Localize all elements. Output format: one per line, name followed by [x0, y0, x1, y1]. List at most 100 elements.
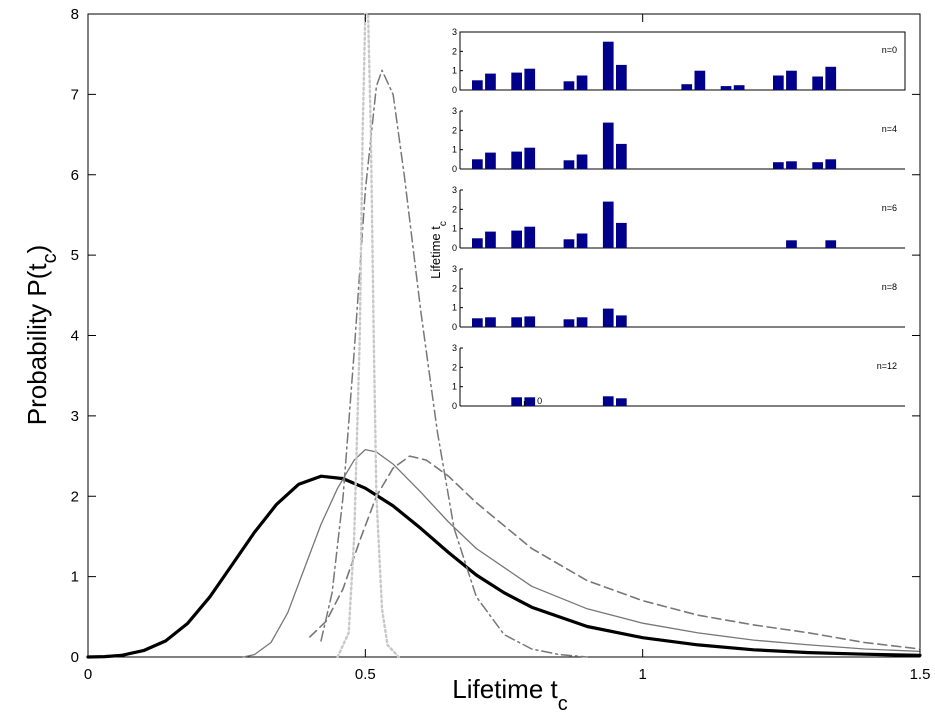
- inset-bar: [602, 308, 614, 327]
- main-y-tick-label: 5: [71, 247, 79, 264]
- inset-y-tick-label: 2: [452, 283, 457, 293]
- inset-y-tick-label: 0: [452, 85, 457, 95]
- inset-panel-label: n=6: [882, 203, 897, 213]
- inset-bar: [602, 201, 614, 248]
- inset-y-tick-label: 3: [452, 264, 457, 274]
- inset-y-axis-label: Lifetime tc: [428, 221, 449, 279]
- inset-bar: [773, 75, 784, 90]
- inset-y-tick-label: 1: [452, 145, 457, 155]
- inset-bar: [472, 238, 483, 248]
- inset-panel-n=12: 0 1 2 3 n=12 0: [452, 343, 905, 411]
- inset-y-tick-label: 3: [452, 106, 457, 116]
- inset-bar: [825, 66, 837, 90]
- inset-bar: [786, 70, 797, 90]
- inset-bar: [825, 240, 837, 248]
- inset-bar: [616, 315, 627, 327]
- inset-bar: [576, 317, 588, 327]
- inset-bar: [773, 162, 784, 169]
- main-y-axis-label: Probability P(tc): [22, 245, 61, 426]
- inset-bar: [733, 85, 745, 90]
- main-plot-frame: [87, 13, 921, 658]
- main-y-tick-label: 3: [71, 408, 79, 425]
- inset-bar: [524, 397, 536, 406]
- inset-y-tick-label: 1: [452, 303, 457, 313]
- main-y-tick-label: 0: [71, 649, 79, 666]
- main-y-tick-label: 2: [71, 488, 79, 505]
- inset-bar: [786, 240, 797, 248]
- inset-bar: [485, 317, 496, 327]
- inset-panel-n=8: 0 1 2 3 n=8: [452, 264, 905, 332]
- main-y-tick-label: 4: [71, 328, 79, 345]
- inset-panel-label: n=0: [882, 45, 897, 55]
- inset-y-tick-label: 0: [452, 322, 457, 332]
- inset-bar-chart: 0 1 2 3 n=0 0 1 2 3 n=4 0 1 2 3 n=6 0 1 2 3 n=8 0 1 2 3 n=12 0: [452, 27, 906, 411]
- inset-y-axis-label-subscript: c: [438, 221, 449, 226]
- main-y-tick-label: 8: [71, 6, 79, 23]
- inset-bar: [472, 318, 483, 327]
- main-series-group: [86, 12, 922, 659]
- inset-bar: [720, 86, 732, 90]
- main-series-line-dotted: [336, 12, 400, 659]
- inset-bar: [576, 233, 588, 248]
- inset-bar: [681, 84, 693, 90]
- main-x-tick-label: 1.5: [910, 666, 931, 683]
- inset-y-tick-label: 0: [452, 401, 457, 411]
- main-x-axis-label-text: Lifetime t: [452, 674, 558, 704]
- inset-y-tick-label: 1: [452, 224, 457, 234]
- main-x-axis-label: Lifetime tc: [452, 674, 568, 715]
- inset-panel-label: n=4: [882, 124, 897, 134]
- inset-bar: [524, 226, 536, 248]
- inset-bar: [485, 73, 496, 90]
- main-y-tick-label: 6: [71, 167, 79, 184]
- inset-bar: [825, 159, 837, 169]
- main-series-line-dash-dot: [320, 69, 588, 658]
- inset-panel-label: n=8: [882, 282, 897, 292]
- inset-y-tick-label: 0: [452, 164, 457, 174]
- main-series-line-thin-solid: [242, 448, 921, 658]
- main-ticks-group: 0 0.5 1 1.5 0 1 2 3 4 5 6 7 8: [71, 6, 931, 683]
- inset-bar: [485, 152, 496, 169]
- main-x-tick-label: 1: [638, 666, 646, 683]
- main-series-line-dashed: [309, 455, 921, 650]
- inset-bar: [576, 75, 588, 90]
- inset-bar: [524, 147, 536, 169]
- inset-bar: [602, 396, 614, 406]
- inset-bar: [694, 70, 706, 90]
- inset-bar: [524, 68, 536, 90]
- inset-bar: [616, 398, 627, 406]
- inset-y-tick-label: 2: [452, 46, 457, 56]
- inset-y-tick-label: 2: [452, 125, 457, 135]
- inset-bar: [472, 80, 483, 90]
- inset-bar: [616, 222, 627, 248]
- inset-bar: [563, 319, 575, 327]
- main-y-tick-label: 1: [71, 569, 79, 586]
- main-series-line-thick-solid: [86, 474, 922, 659]
- main-x-tick-label: 0: [84, 666, 92, 683]
- inset-y-tick-label: 0: [452, 243, 457, 253]
- inset-bar: [602, 41, 614, 90]
- main-x-tick-label: 0.5: [355, 666, 376, 683]
- main-y-tick-label: 7: [71, 86, 79, 103]
- inset-bar: [511, 230, 522, 248]
- inset-y-tick-label: 1: [452, 382, 457, 392]
- inset-bar: [511, 151, 522, 169]
- inset-bar: [511, 72, 522, 90]
- inset-bar: [602, 122, 614, 169]
- inset-panel-n=4: 0 1 2 3 n=4: [452, 106, 905, 174]
- inset-bar: [511, 317, 522, 327]
- inset-y-tick-label: 2: [452, 204, 457, 214]
- inset-bar: [812, 76, 823, 90]
- main-y-axis-label-subscript: c: [39, 253, 61, 263]
- inset-bar: [786, 161, 797, 169]
- inset-bar: [524, 316, 536, 327]
- inset-x-tick-label: 0: [537, 396, 542, 406]
- inset-panel-n=0: 0 1 2 3 n=0: [452, 27, 906, 95]
- inset-bar: [485, 231, 496, 248]
- inset-y-tick-label: 3: [452, 27, 457, 37]
- main-x-axis-label-subscript: c: [558, 693, 568, 715]
- inset-y-axis-label-text: Lifetime t: [428, 226, 443, 279]
- inset-y-tick-label: 3: [452, 185, 457, 195]
- inset-bar: [576, 154, 588, 169]
